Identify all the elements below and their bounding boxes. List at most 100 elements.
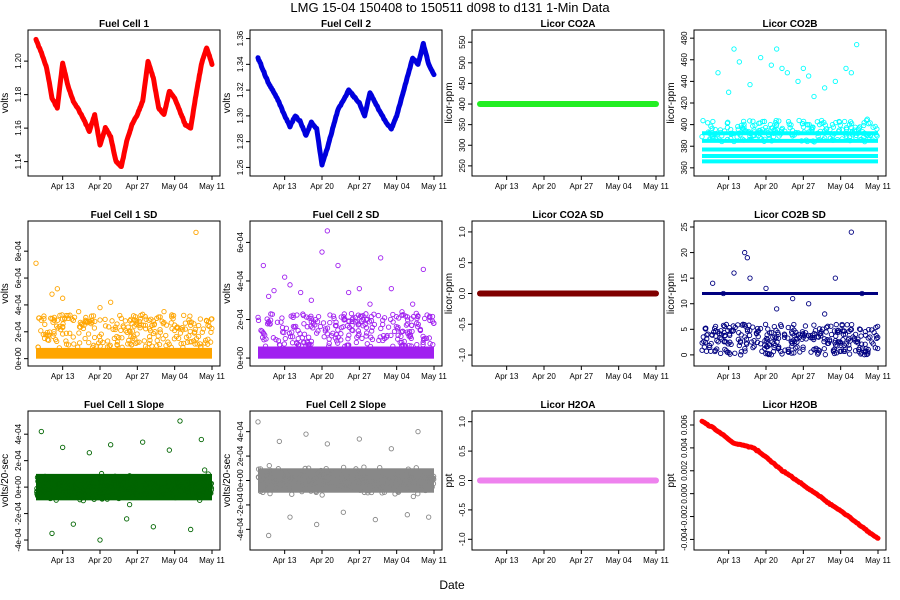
spike-point <box>774 306 780 312</box>
x-tick-label: Apr 20 <box>532 372 556 381</box>
series-6 <box>255 228 437 359</box>
data-point <box>394 488 401 494</box>
plot-frame <box>27 29 221 177</box>
y-tick-label: 420 <box>680 96 689 110</box>
data-point <box>301 331 308 337</box>
data-point <box>133 494 139 500</box>
data-point <box>326 340 332 347</box>
data-point <box>381 489 388 495</box>
data-point <box>154 478 160 484</box>
data-point <box>100 339 106 346</box>
spike-point <box>266 293 272 300</box>
data-point <box>329 333 335 339</box>
data-point <box>136 484 142 491</box>
data-point <box>99 496 105 502</box>
data-point <box>129 328 136 334</box>
data-point <box>127 340 133 346</box>
data-point <box>811 336 817 343</box>
data-point <box>122 318 129 324</box>
spike-point <box>346 289 352 296</box>
data-point <box>34 488 40 494</box>
spike-point <box>372 516 378 523</box>
data-point <box>340 324 346 330</box>
spike-point <box>367 301 373 307</box>
spike-point <box>848 70 854 76</box>
data-point <box>34 485 40 492</box>
data-point <box>121 493 128 500</box>
data-point <box>800 124 807 130</box>
data-point <box>742 348 748 354</box>
data-point <box>146 340 153 347</box>
data-point <box>717 334 723 341</box>
data-point <box>91 334 98 341</box>
spike-point <box>255 419 261 425</box>
data-point <box>104 496 110 502</box>
data-point <box>161 481 167 487</box>
data-point <box>42 490 48 496</box>
spike-point <box>108 442 114 448</box>
data-point <box>853 134 859 140</box>
data-point <box>161 479 167 485</box>
data-point <box>785 118 792 125</box>
data-point <box>163 332 169 339</box>
data-point <box>184 339 191 345</box>
data-point <box>846 122 853 128</box>
y-tick-label: 0e+00 <box>14 347 23 370</box>
data-point <box>786 121 792 127</box>
data-point <box>110 326 116 332</box>
spike-point <box>97 537 103 543</box>
data-point <box>72 482 78 489</box>
data-point <box>397 478 403 484</box>
data-point <box>721 323 728 330</box>
data-point <box>194 341 200 347</box>
data-point <box>742 127 748 133</box>
data-point <box>414 342 420 348</box>
data-point <box>717 127 724 133</box>
y-tick-label: 20 <box>680 248 689 257</box>
data-point <box>386 479 392 485</box>
data-point <box>741 322 748 328</box>
y-tick-label: 1.20 <box>14 53 23 69</box>
data-point <box>405 466 411 472</box>
data-point <box>804 138 810 145</box>
data-point <box>385 324 392 330</box>
data-point <box>840 331 847 338</box>
series-line <box>255 40 437 168</box>
data-point <box>290 469 297 475</box>
data-point <box>782 347 788 353</box>
data-point <box>124 479 130 485</box>
data-point <box>799 329 806 335</box>
data-point <box>124 329 130 335</box>
x-tick-label: Apr 13 <box>273 182 297 191</box>
x-tick-label: Apr 13 <box>51 182 75 191</box>
spike-point <box>335 262 341 269</box>
spike-point <box>150 524 156 530</box>
data-point <box>96 488 103 494</box>
y-tick-label: 8e-04 <box>14 240 23 261</box>
panel-3: Licor CO2A licor-ppm Apr 13 Apr 20 Apr 27 May… <box>444 19 669 191</box>
data-point <box>867 132 873 139</box>
data-point <box>275 466 281 472</box>
data-point <box>126 473 133 479</box>
data-point <box>341 311 347 317</box>
data-point <box>417 326 424 332</box>
y-axis-label: licor-ppm <box>666 273 677 314</box>
data-point <box>293 323 299 330</box>
data-point <box>846 134 853 140</box>
spike-point <box>768 62 774 68</box>
data-point <box>367 343 374 350</box>
data-point <box>847 327 854 333</box>
panels-group: Fuel Cell 1 volts Apr 13 Apr 20 Apr 27 May 04… <box>0 19 891 565</box>
data-point <box>831 328 838 334</box>
data-point <box>199 329 205 335</box>
spike-point <box>124 516 130 522</box>
data-point <box>187 328 193 335</box>
data-point <box>812 328 819 334</box>
data-point <box>290 323 297 330</box>
spike-point <box>287 282 293 288</box>
data-point <box>736 130 742 136</box>
data-point <box>865 351 871 357</box>
spike-point <box>795 78 801 85</box>
data-point <box>760 118 766 125</box>
data-point <box>348 470 354 476</box>
